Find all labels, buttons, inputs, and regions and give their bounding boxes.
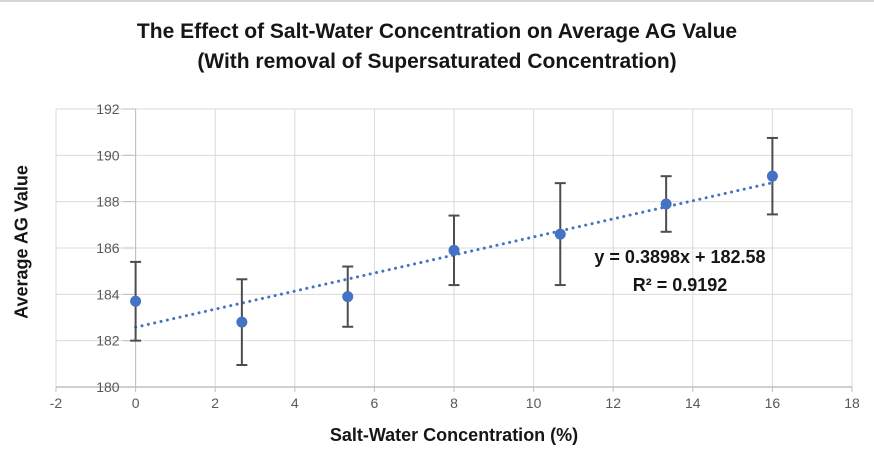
svg-text:18: 18 [844, 395, 860, 411]
x-axis-title: Salt-Water Concentration (%) [329, 425, 579, 445]
svg-text:6: 6 [371, 395, 379, 411]
svg-text:0: 0 [132, 395, 140, 411]
svg-text:190: 190 [96, 147, 120, 163]
svg-text:180: 180 [96, 379, 120, 395]
svg-text:-2: -2 [50, 395, 63, 411]
chart-title-line1: The Effect of Salt-Water Concentration o… [136, 20, 738, 43]
svg-text:4: 4 [291, 395, 299, 411]
svg-text:192: 192 [96, 101, 120, 117]
equation-line: y = 0.3898x + 182.58 [594, 247, 766, 267]
svg-text:10: 10 [526, 395, 542, 411]
trendline-equation: y = 0.3898x + 182.58 R² = 0.9192 [555, 243, 805, 299]
y-axis-title: Average AG Value [11, 165, 32, 319]
svg-text:188: 188 [96, 194, 120, 210]
svg-text:12: 12 [605, 395, 621, 411]
svg-text:182: 182 [96, 333, 120, 349]
svg-text:186: 186 [96, 240, 120, 256]
chart-title: The Effect of Salt-Water Concentration o… [0, 17, 874, 77]
svg-text:2: 2 [211, 395, 219, 411]
svg-text:14: 14 [685, 395, 701, 411]
svg-text:16: 16 [765, 395, 781, 411]
svg-text:8: 8 [450, 395, 458, 411]
svg-text:184: 184 [96, 286, 120, 302]
r2-line: R² = 0.9192 [632, 275, 728, 295]
chart-title-line2: (With removal of Supersaturated Concentr… [197, 50, 677, 73]
